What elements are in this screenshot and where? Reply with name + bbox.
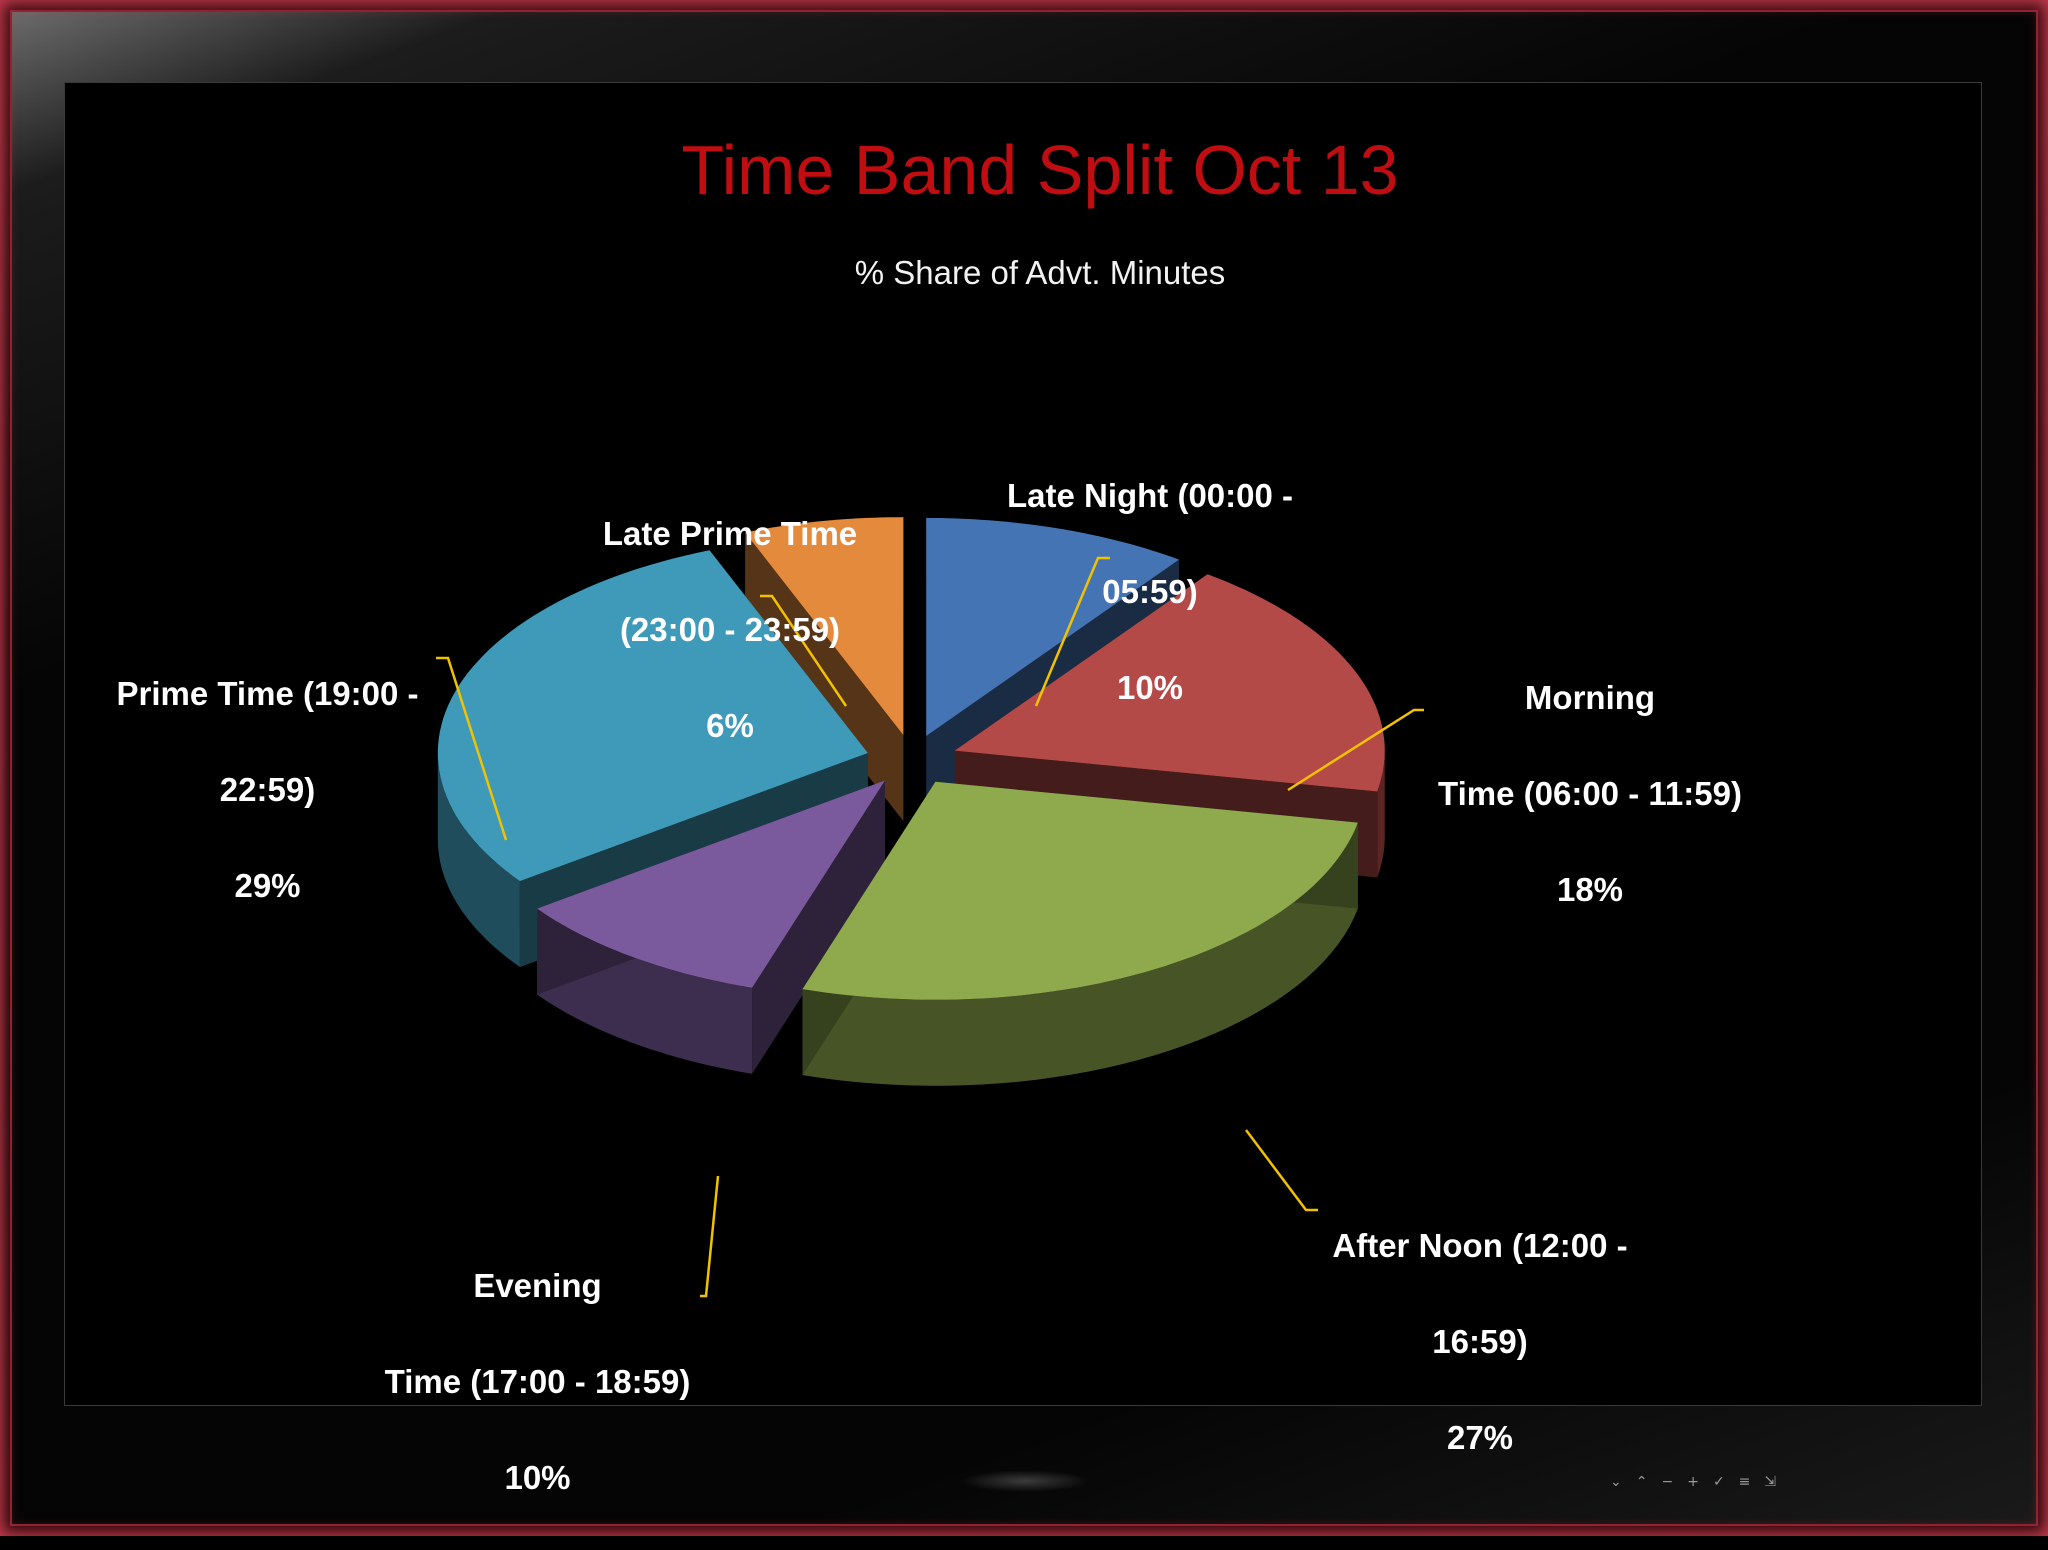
- label-late-night: Late Night (00:00 - 05:59) 10%: [980, 424, 1320, 760]
- pie-slice-side-2: [802, 822, 1358, 1086]
- label-after-noon: After Noon (12:00 - 16:59) 27%: [1305, 1174, 1655, 1510]
- chevron-down-icon: ⌄: [1610, 1474, 1622, 1490]
- minus-icon: −: [1661, 1474, 1674, 1490]
- label-late-night-line1: Late Night (00:00 -: [1006, 477, 1294, 514]
- pie-slice-top-5: [745, 517, 904, 736]
- label-late-night-line2: 05:59): [1102, 573, 1198, 610]
- chevron-up-icon: ⌃: [1635, 1474, 1648, 1490]
- leader-line-3: [700, 1175, 720, 1298]
- label-morning-line2: Time (06:00 - 11:59): [1438, 775, 1742, 812]
- label-morning-value: 18%: [1556, 871, 1624, 908]
- label-after-noon-line2: 16:59): [1432, 1323, 1528, 1360]
- label-evening-line2: Time (17:00 - 18:59): [384, 1363, 691, 1400]
- leader-line-2: [1245, 1129, 1318, 1212]
- check-icon: ✓: [1712, 1474, 1725, 1490]
- label-evening-value: 10%: [504, 1459, 571, 1496]
- pie-slice-side-4: [437, 752, 520, 968]
- label-late-night-value: 10%: [1116, 669, 1184, 706]
- pie-slice-3: [537, 780, 885, 1074]
- label-late-prime-time-value: 6%: [706, 707, 754, 744]
- label-morning-line1: Morning: [1524, 679, 1656, 716]
- pie-slice-top-1: [954, 574, 1385, 792]
- label-prime-time-value: 29%: [234, 867, 301, 904]
- label-morning: Morning Time (06:00 - 11:59) 18%: [1410, 626, 1770, 962]
- label-evening-line1: Evening: [473, 1267, 602, 1304]
- pie-slice-top-2: [802, 781, 1358, 1000]
- pie-slice-top-4: [437, 550, 868, 882]
- chart-subtitle: % Share of Advt. Minutes: [854, 254, 1226, 291]
- label-evening: Evening Time (17:00 - 18:59) 10%: [360, 1214, 715, 1550]
- leader-line-1: [1287, 708, 1424, 792]
- leader-line-5: [760, 594, 848, 707]
- label-after-noon-value: 27%: [1446, 1419, 1514, 1456]
- label-prime-time-line1: Prime Time (19:00 -: [116, 675, 419, 712]
- label-prime-time-line2: 22:59): [219, 771, 316, 808]
- label-late-prime-time-line1: Late Prime Time: [602, 515, 858, 552]
- label-late-prime-time-line2: (23:00 - 23:59): [619, 611, 841, 648]
- input-icon: ⇲: [1764, 1474, 1777, 1490]
- pie-slice-side-1: [1377, 750, 1385, 878]
- tv-stand-glare: [960, 1470, 1090, 1492]
- leader-line-4: [436, 656, 508, 841]
- pie-slice-2: [802, 781, 1358, 1086]
- chart-title: Time Band Split Oct 13: [681, 131, 1399, 209]
- plus-icon: +: [1687, 1474, 1699, 1490]
- pie-slice-top-3: [537, 780, 885, 988]
- leader-line-0: [1034, 556, 1110, 707]
- label-prime-time: Prime Time (19:00 - 22:59) 29%: [95, 622, 440, 958]
- tv-control-strip: ⌄ ⌃ − + ✓ ≡ ⇲: [1610, 1470, 1850, 1494]
- pie-slice-top-0: [926, 517, 1179, 736]
- menu-icon: ≡: [1738, 1474, 1751, 1490]
- label-late-prime-time: Late Prime Time (23:00 - 23:59) 6%: [580, 462, 880, 798]
- label-after-noon-line1: After Noon (12:00 -: [1332, 1227, 1628, 1264]
